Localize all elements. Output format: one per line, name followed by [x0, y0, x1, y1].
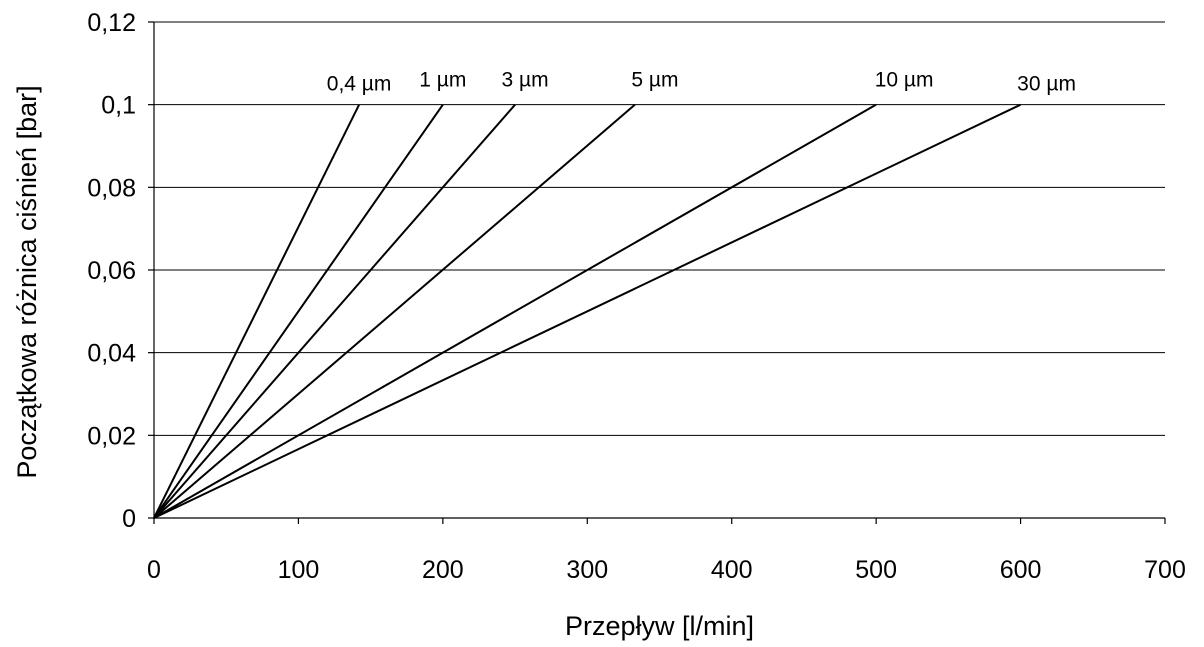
- y-tick-label: 0,1: [101, 92, 136, 120]
- series-label: 3 µm: [502, 69, 549, 92]
- axes: [148, 21, 1166, 524]
- series-label: 5 µm: [631, 69, 678, 92]
- series-line: [153, 103, 1022, 519]
- series-lines: [153, 103, 1022, 519]
- x-tick-label: 400: [711, 556, 753, 584]
- series-line: [153, 104, 516, 519]
- series-line: [153, 103, 877, 519]
- x-tick-label: 100: [278, 556, 320, 584]
- x-tick-label: 200: [422, 556, 464, 584]
- series-line: [153, 104, 360, 519]
- y-axis-title: Początkowa różnica ciśnień [bar]: [12, 85, 42, 478]
- gridlines: [154, 21, 1165, 436]
- series-label: 1 µm: [419, 69, 466, 92]
- x-tick-label: 600: [1000, 556, 1042, 584]
- series-line: [153, 103, 636, 519]
- x-tick-label: 300: [566, 556, 608, 584]
- x-tick-label: 500: [855, 556, 897, 584]
- series-label: 10 µm: [875, 69, 934, 92]
- y-tick-label: 0: [122, 505, 136, 533]
- series-label: 30 µm: [1017, 73, 1076, 96]
- y-tick-label: 0,12: [87, 9, 136, 37]
- y-tick-label: 0,06: [87, 257, 136, 285]
- x-tick-label: 700: [1144, 556, 1186, 584]
- series-labels: 0,4 µm 1 µm 3 µm 5 µm 10 µm 30 µm: [327, 69, 1076, 96]
- series-label: 0,4 µm: [327, 73, 392, 96]
- y-tick-label: 0,02: [87, 422, 136, 450]
- series-line: [153, 104, 444, 519]
- tick-labels: 0 0,02 0,04 0,06 0,08 0,1 0,12 0 100 200 300 400 500…: [87, 9, 1186, 584]
- y-tick-label: 0,08: [87, 174, 136, 202]
- y-tick-label: 0,04: [87, 340, 136, 368]
- x-tick-label: 0: [147, 556, 161, 584]
- x-axis-title: Przepływ [l/min]: [565, 611, 754, 641]
